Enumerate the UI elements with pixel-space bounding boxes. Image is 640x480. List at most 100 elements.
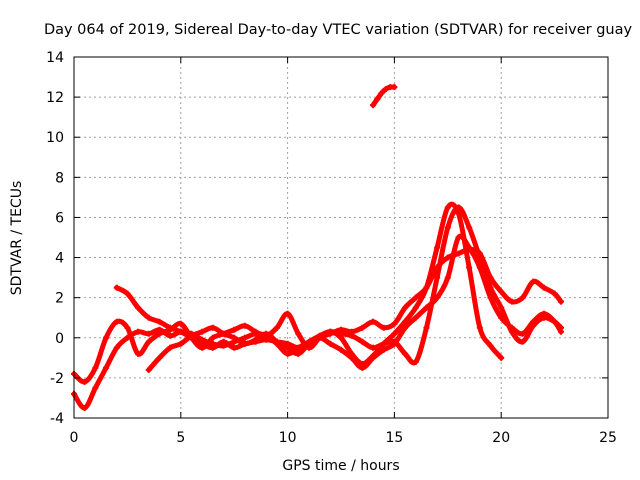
data-point [444,254,451,261]
axis-ticks: 0 5 10 15 20 25 -4 -2 0 2 4 6 8 10 12 14 [46,50,617,446]
data-point [338,346,344,353]
x-tick-label: 25 [599,430,617,446]
data-point [359,324,366,331]
data-point [359,338,366,345]
data-point [284,310,291,317]
data-point [231,326,238,333]
data-point [476,250,483,257]
data-point [380,346,387,353]
x-axis-label: GPS time / hours [282,458,399,474]
data-point [434,274,441,281]
data-point [466,224,473,231]
data-point [359,364,366,371]
data-point [241,322,248,329]
data-point [113,284,120,291]
data-point [209,324,216,331]
data-point [199,340,206,347]
data-point [370,102,377,109]
data-point [391,320,398,327]
data-point [519,330,526,337]
data-point [519,338,526,345]
data-point [145,314,152,321]
data-series [71,84,565,411]
data-point [348,328,355,335]
data-point [423,324,430,331]
data-point [380,340,387,347]
y-tick-label: 2 [55,291,64,307]
data-point [177,320,184,327]
data-point [284,344,291,351]
data-point [558,328,565,335]
data-point [241,334,248,341]
y-tick-label: 12 [46,90,64,106]
series-line [146,233,564,373]
y-axis-label: SDTVAR / TECUs [9,181,25,296]
data-point [370,344,377,351]
data-point [263,336,270,343]
data-point [316,334,323,341]
data-point [540,284,547,291]
y-tick-label: 4 [55,251,64,267]
data-point [374,96,381,103]
data-point [167,344,174,351]
data-point [487,294,494,301]
data-point [498,354,505,361]
data-point [402,304,409,311]
data-point [103,334,110,341]
y-tick-label: 6 [55,210,64,226]
data-point [498,288,505,295]
series-track-d [145,233,565,373]
data-point [231,344,238,351]
data-point [508,324,515,331]
data-point [263,330,270,337]
data-point [412,314,419,321]
data-point [252,328,259,335]
data-point [145,330,152,337]
data-point [273,338,280,345]
data-point [423,304,430,311]
data-point [508,298,515,305]
data-point [487,342,494,349]
data-point [167,332,174,339]
data-point [558,298,565,305]
data-point [92,384,99,391]
data-point [412,304,419,311]
data-point [423,284,430,291]
data-point [444,274,451,281]
data-point [177,340,184,347]
data-point [156,354,163,361]
data-point [444,224,451,231]
data-point [444,204,451,211]
data-point [466,264,473,271]
data-point [124,290,131,297]
data-point [220,330,227,337]
data-point [476,264,483,271]
chart-title: Day 064 of 2019, Sidereal Day-to-day VTE… [44,22,633,38]
data-point [380,324,387,331]
data-point [382,86,389,93]
data-point [81,378,88,385]
data-point [145,338,152,345]
data-point [327,340,334,347]
data-point [209,344,216,351]
data-point [327,330,334,337]
data-point [188,332,195,339]
data-point [402,318,409,325]
data-point [273,324,280,331]
plot-frame [73,56,609,419]
data-point [338,326,344,333]
series-track-e [370,84,398,109]
data-point [434,294,441,301]
data-point [370,318,377,325]
data-point [177,328,184,335]
x-tick-label: 0 [70,430,79,446]
data-point [391,84,398,91]
y-tick-label: 10 [46,130,64,146]
data-point [156,330,163,337]
data-point [466,244,473,251]
data-point [434,264,441,271]
x-tick-label: 20 [492,430,510,446]
data-point [530,278,537,285]
data-point [295,344,302,351]
data-point [284,350,291,357]
